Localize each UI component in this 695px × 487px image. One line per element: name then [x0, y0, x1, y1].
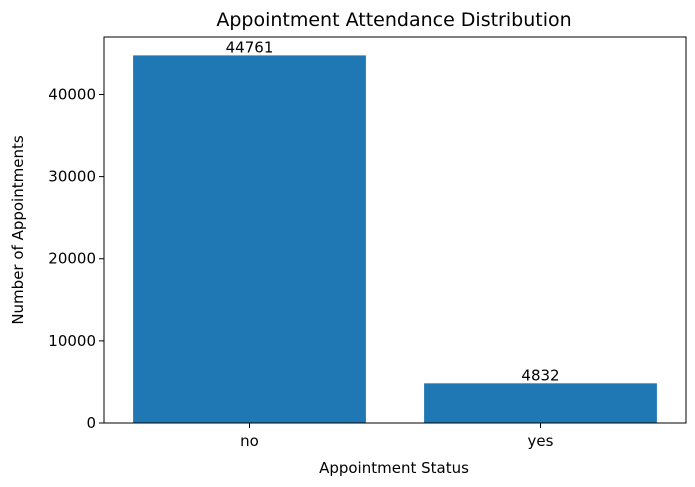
x-tick-label-yes: yes — [528, 432, 554, 450]
plot-frame — [103, 36, 687, 424]
y-tick-label-40000: 40000 — [48, 85, 96, 103]
data-label-yes: 4832 — [521, 366, 559, 384]
y-tick-label-10000: 10000 — [48, 332, 96, 350]
data-label-no: 44761 — [226, 38, 274, 56]
y-tick-label-0: 0 — [86, 414, 96, 432]
y-tick-label-30000: 30000 — [48, 168, 96, 186]
plot-area: 44761 no 4832 yes 0 10000 20000 30000 40000 — [48, 36, 687, 450]
chart-title: Appointment Attendance Distribution — [216, 9, 571, 31]
x-axis-label: Appointment Status — [319, 459, 469, 477]
bar-yes — [424, 383, 657, 423]
y-axis-label: Number of Appointments — [9, 135, 27, 325]
bar-no — [133, 55, 366, 423]
y-tick-label-20000: 20000 — [48, 250, 96, 268]
x-tick-label-no: no — [240, 432, 259, 450]
